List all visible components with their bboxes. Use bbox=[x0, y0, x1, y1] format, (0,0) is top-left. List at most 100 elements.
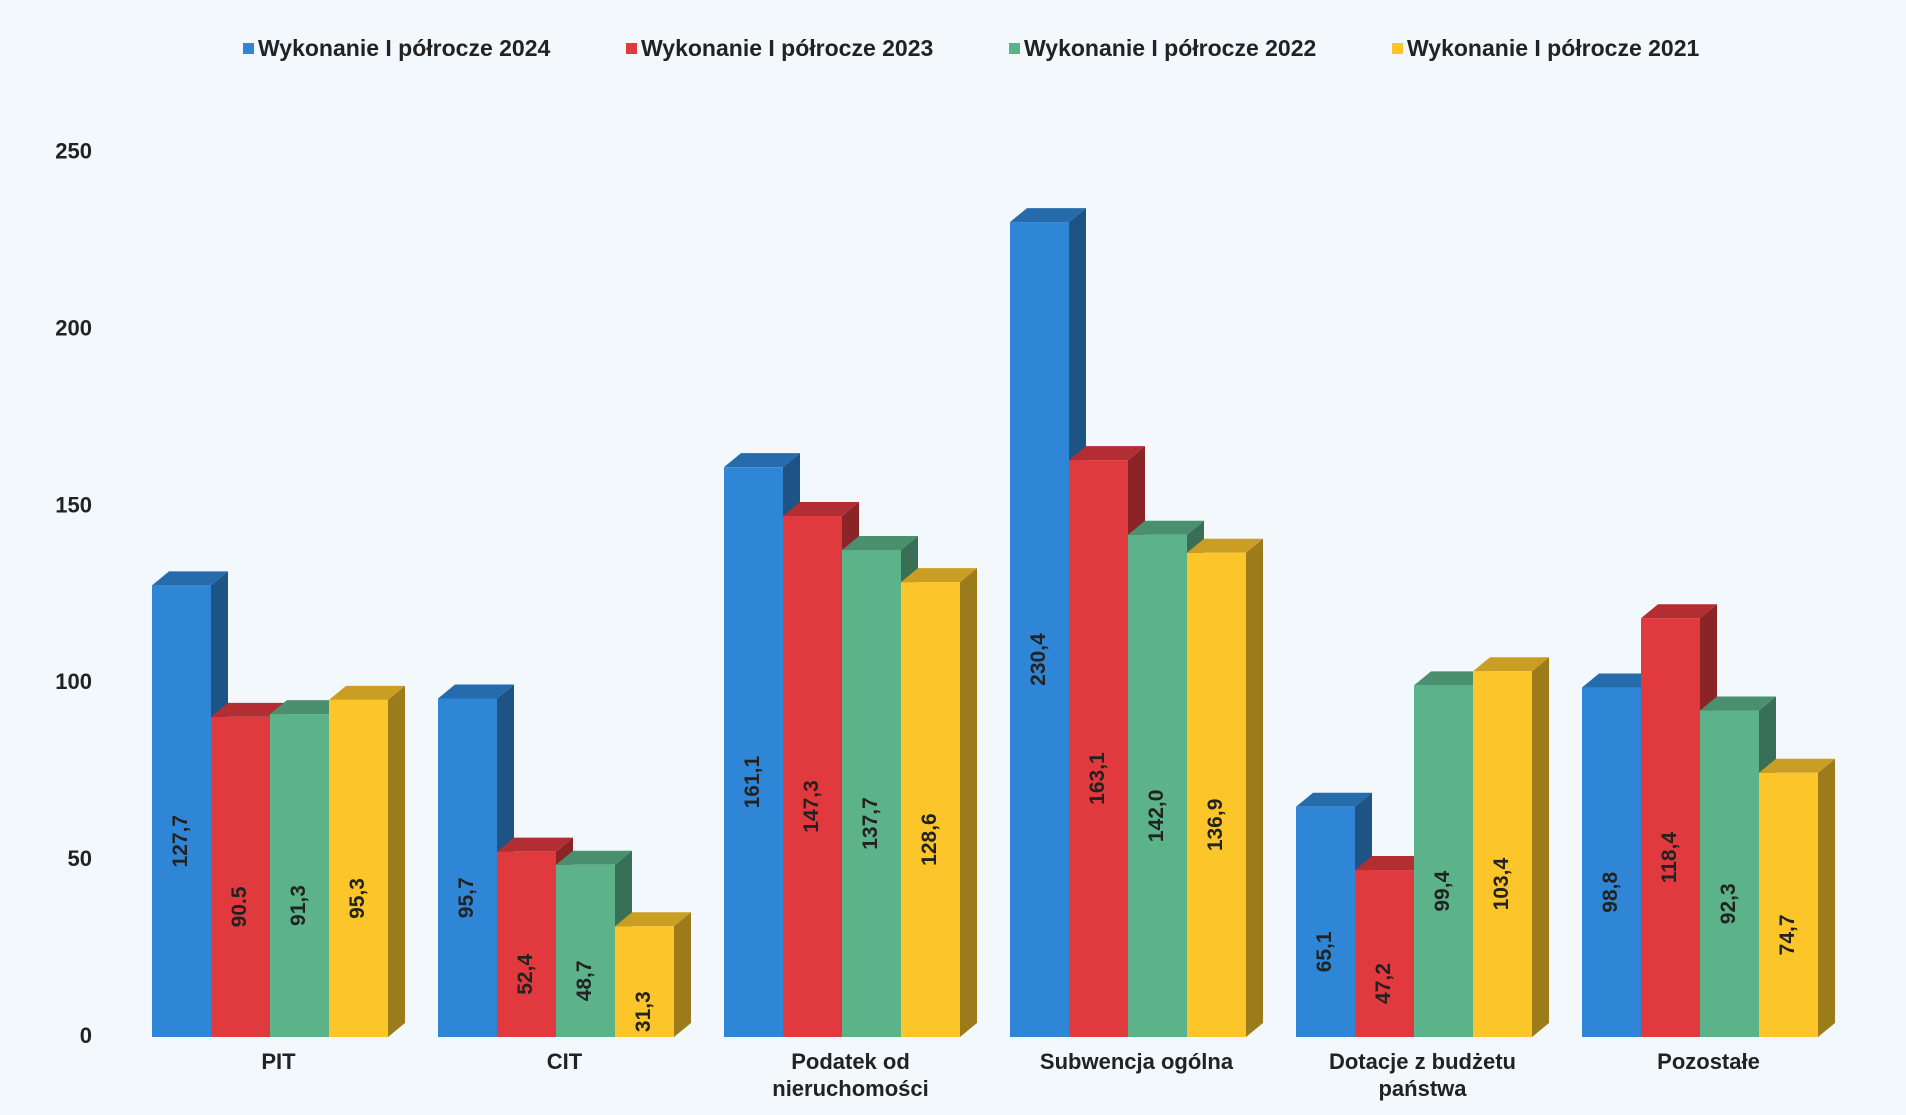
bar-side bbox=[674, 912, 691, 1037]
bar bbox=[901, 582, 960, 1037]
legend-swatch bbox=[1392, 43, 1403, 54]
value-label: 74,7 bbox=[1776, 914, 1799, 955]
bar-group bbox=[901, 568, 977, 1037]
legend-swatch bbox=[243, 43, 254, 54]
value-label: 90.5 bbox=[228, 886, 251, 927]
legend-label: Wykonanie I półrocze 2022 bbox=[1024, 35, 1316, 61]
x-tick-label: CIT bbox=[546, 1049, 583, 1074]
bar-top bbox=[901, 568, 977, 583]
value-label: 98,8 bbox=[1599, 872, 1622, 913]
bar-top bbox=[1759, 758, 1835, 773]
bar-top bbox=[211, 702, 287, 717]
value-label: 127,7 bbox=[169, 815, 192, 868]
bar-top bbox=[270, 700, 346, 715]
value-label: 95,3 bbox=[346, 878, 369, 919]
value-label: 31,3 bbox=[632, 991, 655, 1032]
value-label: 142,0 bbox=[1145, 790, 1168, 843]
value-label: 103,4 bbox=[1490, 858, 1513, 911]
legend-label: Wykonanie I półrocze 2023 bbox=[641, 35, 933, 61]
x-tick-label: Subwencja ogólna bbox=[1039, 1049, 1234, 1074]
bar bbox=[1355, 870, 1414, 1037]
bar bbox=[1700, 710, 1759, 1037]
bar bbox=[615, 926, 674, 1037]
bar-side bbox=[1246, 538, 1263, 1037]
value-label: 137,7 bbox=[859, 797, 882, 850]
value-label: 118,4 bbox=[1658, 832, 1681, 884]
bar bbox=[1128, 534, 1187, 1037]
bar bbox=[438, 698, 497, 1037]
bar-side bbox=[1532, 657, 1549, 1037]
value-label: 128,6 bbox=[918, 813, 941, 866]
value-label: 52,4 bbox=[514, 954, 537, 995]
bar bbox=[1473, 671, 1532, 1037]
bar bbox=[1069, 460, 1128, 1037]
bar-top bbox=[1355, 856, 1431, 871]
bar bbox=[1759, 772, 1818, 1037]
value-label: 99,4 bbox=[1431, 870, 1454, 911]
value-label: 230,4 bbox=[1027, 633, 1050, 686]
legend-label: Wykonanie I półrocze 2021 bbox=[1407, 35, 1700, 61]
bar-top bbox=[1187, 538, 1263, 553]
bar-top bbox=[615, 912, 691, 927]
bar-top bbox=[1473, 657, 1549, 672]
bar-group bbox=[329, 685, 405, 1037]
value-label: 91,3 bbox=[287, 885, 310, 926]
bar bbox=[1641, 618, 1700, 1037]
bar-group bbox=[497, 837, 573, 1037]
bar-group bbox=[1759, 758, 1835, 1037]
x-tick-label: Pozostałe bbox=[1657, 1049, 1760, 1074]
value-label: 136,9 bbox=[1204, 799, 1227, 852]
bar bbox=[497, 851, 556, 1037]
bar-side bbox=[388, 685, 405, 1037]
y-tick-label: 200 bbox=[55, 315, 92, 340]
bar-top bbox=[1296, 792, 1372, 807]
value-label: 147,3 bbox=[800, 780, 823, 833]
bar bbox=[1582, 687, 1641, 1037]
x-tick-label: PIT bbox=[261, 1049, 296, 1074]
bar bbox=[211, 716, 270, 1037]
bar-top bbox=[556, 850, 632, 865]
bar bbox=[1296, 806, 1355, 1037]
bar-top bbox=[329, 685, 405, 700]
y-tick-label: 50 bbox=[68, 846, 92, 871]
legend-swatch bbox=[1009, 43, 1020, 54]
bar-group bbox=[615, 912, 691, 1037]
bar-top bbox=[497, 837, 573, 852]
value-label: 95,7 bbox=[455, 877, 478, 918]
value-label: 161,1 bbox=[741, 756, 764, 809]
bar-top bbox=[152, 571, 228, 586]
bar-side bbox=[1818, 758, 1835, 1037]
bar bbox=[1010, 222, 1069, 1038]
bar bbox=[783, 515, 842, 1037]
legend-label: Wykonanie I półrocze 2024 bbox=[258, 35, 551, 61]
x-tick-label: Dotacje z budżetu państwa bbox=[1328, 1049, 1516, 1101]
bar-group bbox=[1473, 657, 1549, 1037]
bar bbox=[152, 585, 211, 1037]
bar bbox=[556, 864, 615, 1037]
value-label: 163,1 bbox=[1086, 752, 1109, 805]
bar bbox=[270, 714, 329, 1037]
y-tick-label: 250 bbox=[55, 139, 92, 164]
bar-top bbox=[842, 535, 918, 550]
bar bbox=[1414, 685, 1473, 1037]
bar-top bbox=[438, 684, 514, 699]
y-tick-label: 150 bbox=[55, 492, 92, 517]
value-label: 47,2 bbox=[1372, 963, 1395, 1004]
bar-top bbox=[1700, 696, 1776, 711]
bar bbox=[1187, 552, 1246, 1037]
value-label: 92,3 bbox=[1717, 883, 1740, 924]
value-label: 48,7 bbox=[573, 960, 596, 1001]
y-tick-label: 0 bbox=[80, 1023, 92, 1048]
bar-group bbox=[1187, 538, 1263, 1037]
bar-top bbox=[1414, 671, 1490, 686]
bar bbox=[724, 467, 783, 1037]
bar-top bbox=[1128, 520, 1204, 535]
y-tick-label: 100 bbox=[55, 669, 92, 694]
legend-swatch bbox=[626, 43, 637, 54]
value-label: 65,1 bbox=[1313, 931, 1336, 972]
bar-top bbox=[724, 453, 800, 468]
x-tick-label: Podatek od nieruchomości bbox=[772, 1049, 929, 1101]
bar-top bbox=[783, 501, 859, 516]
